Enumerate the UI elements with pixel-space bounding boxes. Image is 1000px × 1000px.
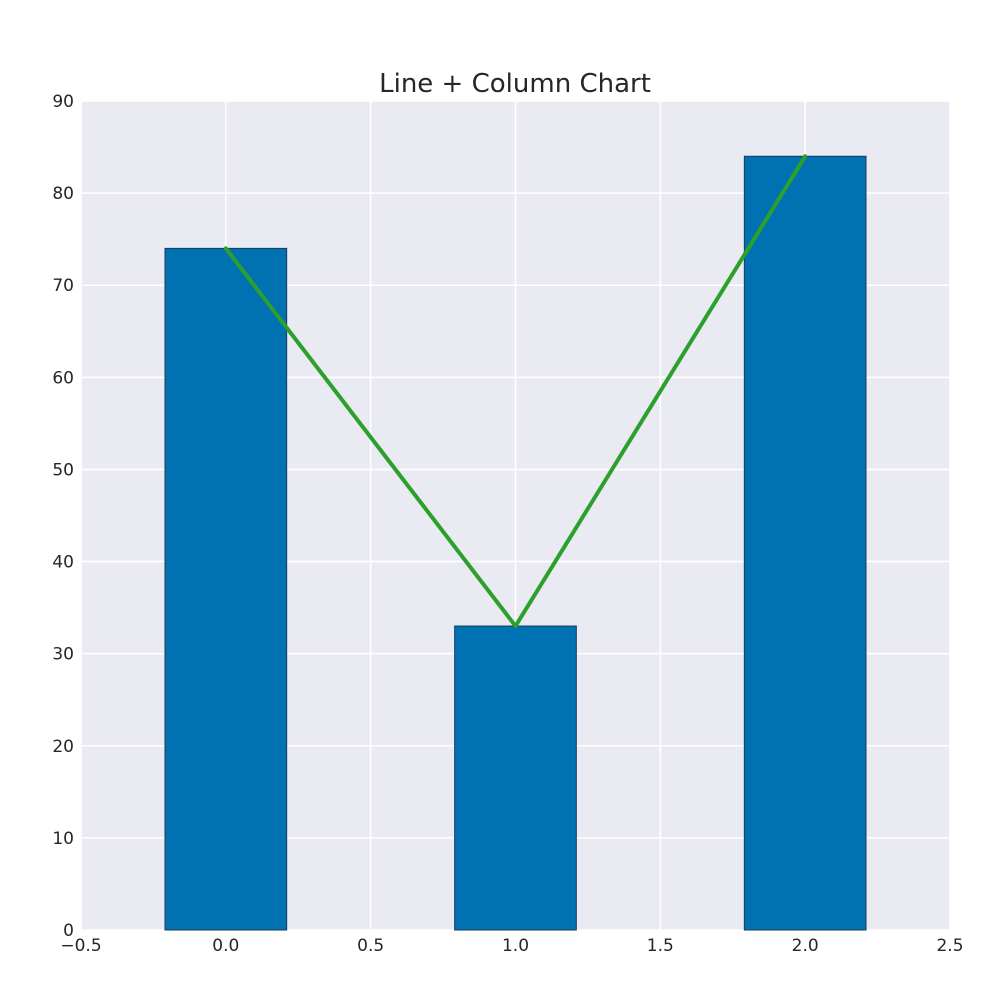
x-tick-label: 2.5 bbox=[936, 936, 963, 956]
line-series bbox=[223, 154, 808, 629]
bar-1 bbox=[454, 625, 577, 931]
x-tick-label: 0.5 bbox=[357, 936, 384, 956]
y-tick-label: 30 bbox=[52, 645, 74, 665]
x-tick-label: 2.0 bbox=[792, 936, 819, 956]
y-tick-label: 10 bbox=[52, 829, 74, 849]
bar-2 bbox=[743, 155, 867, 931]
chart-title: Line + Column Chart bbox=[379, 69, 651, 99]
y-tick-label: 0 bbox=[63, 921, 74, 941]
x-tick-label: 1.0 bbox=[502, 936, 529, 956]
bar-0 bbox=[164, 247, 288, 931]
y-tick-label: 40 bbox=[52, 553, 74, 573]
plot-area: 0 10 20 30 40 50 60 70 80 90 −0.5 0.0 0.5 1.0 1.5 2.0 2.… bbox=[52, 92, 963, 956]
x-tick-label: 0.0 bbox=[212, 936, 239, 956]
y-tick-label: 60 bbox=[52, 368, 74, 388]
y-tick-label: 90 bbox=[52, 92, 74, 112]
y-tick-label: 20 bbox=[52, 737, 74, 757]
y-tick-label: 50 bbox=[52, 460, 74, 480]
y-tick-label: 80 bbox=[52, 184, 74, 204]
x-tick-label: −0.5 bbox=[60, 936, 101, 956]
x-tick-label: 1.5 bbox=[647, 936, 674, 956]
y-tick-label: 70 bbox=[52, 276, 74, 296]
